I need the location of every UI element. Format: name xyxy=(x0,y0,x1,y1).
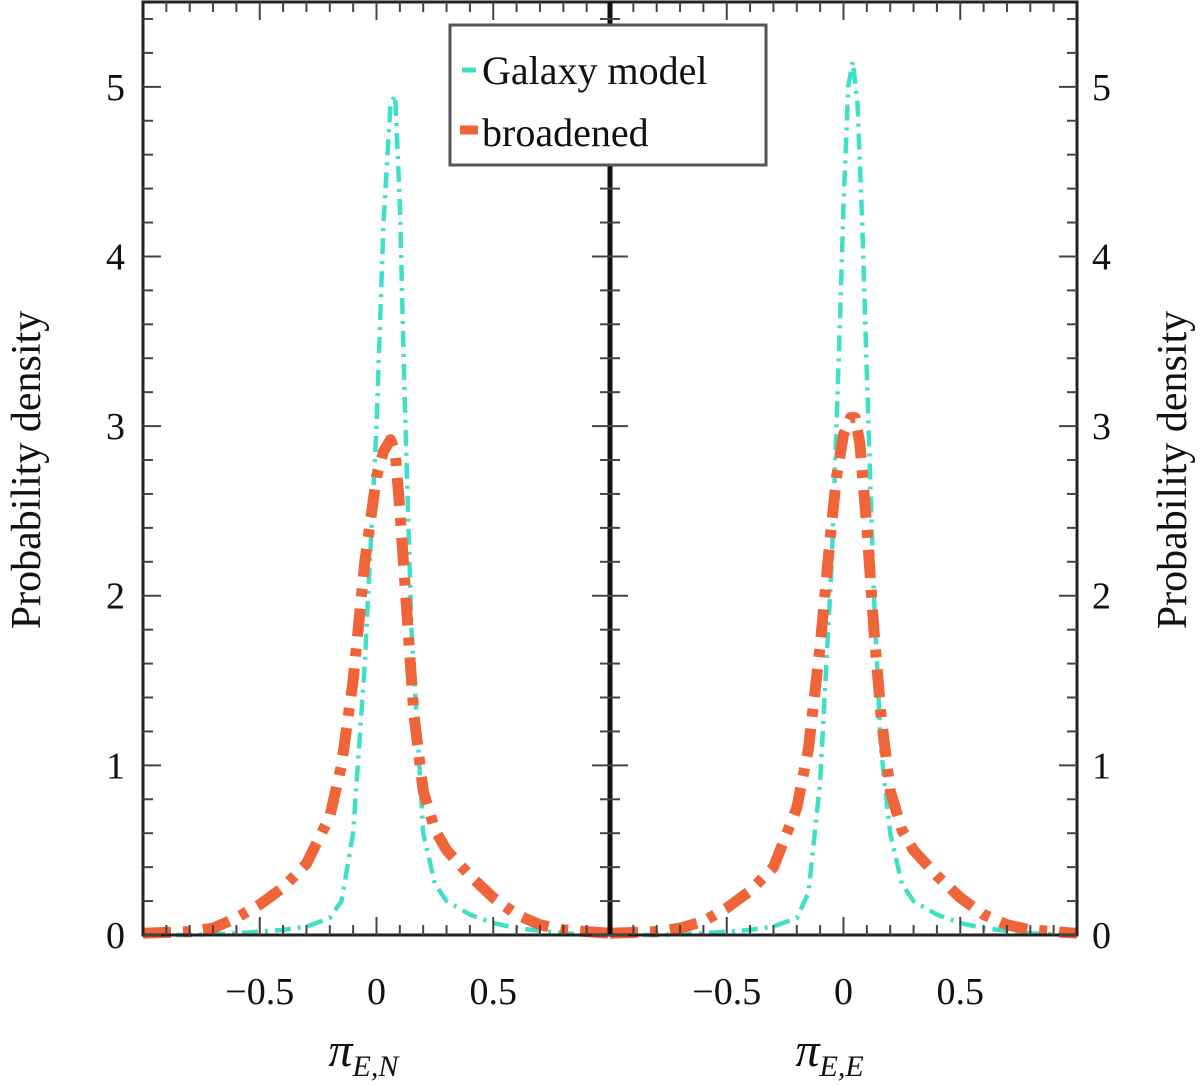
y-tick-label-left: 5 xyxy=(106,67,125,109)
y-tick-label-right: 2 xyxy=(1092,576,1111,618)
y-tick-label-left: 1 xyxy=(106,745,125,787)
series-line-galaxy-model-panel-2 xyxy=(610,59,1078,938)
x-axis-title-panel-2: πE,E xyxy=(796,1024,864,1083)
y-tick-label-right: 0 xyxy=(1092,915,1111,957)
x-tick-label-panel-1: −0.5 xyxy=(225,971,294,1013)
y-axis-title-right: Probability density xyxy=(1150,311,1196,630)
series-line-galaxy-model-panel-1 xyxy=(143,93,611,938)
y-axis-title-left: Probability density xyxy=(4,311,50,630)
y-tick-label-left: 0 xyxy=(106,915,125,957)
y-tick-label-right: 3 xyxy=(1092,406,1111,448)
y-tick-label-right: 1 xyxy=(1092,745,1111,787)
y-tick-label-left: 2 xyxy=(106,576,125,618)
legend-label-galaxy: Galaxy model xyxy=(482,48,708,93)
y-tick-label-left: 3 xyxy=(106,406,125,448)
legend-box xyxy=(448,23,768,167)
series-line-broadened-panel-2 xyxy=(609,412,1078,939)
y-tick-label-left: 4 xyxy=(106,236,125,278)
legend-label-broadened: broadened xyxy=(482,110,649,155)
y-tick-label-right: 5 xyxy=(1092,67,1111,109)
x-tick-label-panel-1: 0.5 xyxy=(470,971,518,1013)
x-tick-label-panel-2: −0.5 xyxy=(692,971,761,1013)
series-line-broadened-panel-1 xyxy=(142,434,611,939)
x-tick-label-panel-1: 0 xyxy=(367,971,386,1013)
x-tick-label-panel-2: 0 xyxy=(834,971,853,1013)
y-tick-label-right: 4 xyxy=(1092,236,1111,278)
x-axis-title-panel-1: πE,N xyxy=(329,1024,401,1083)
x-tick-label-panel-2: 0.5 xyxy=(937,971,985,1013)
legend: Galaxy model broadened xyxy=(448,23,768,167)
